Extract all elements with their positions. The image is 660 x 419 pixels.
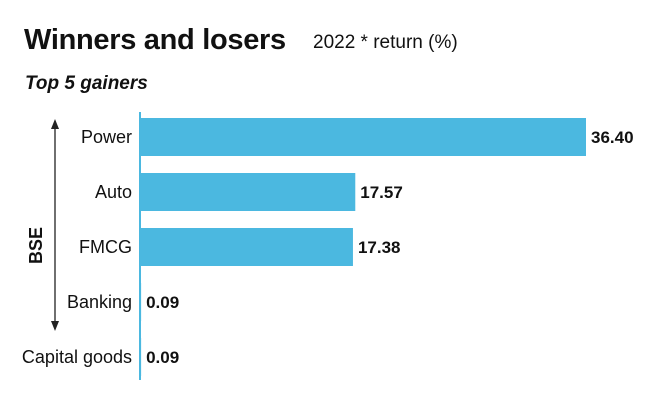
chart-title: Winners and losers — [24, 24, 286, 56]
value-label: 36.40 — [591, 128, 634, 147]
value-label: 17.57 — [360, 183, 403, 202]
bar-auto — [140, 173, 356, 211]
category-label: Capital goods — [22, 347, 132, 367]
bar-banking — [140, 283, 142, 321]
bar-power — [140, 118, 586, 156]
category-label: Auto — [95, 182, 132, 202]
category-label: FMCG — [79, 237, 132, 257]
bar-capital-goods — [140, 338, 142, 376]
side-arrow-up-head — [51, 119, 59, 129]
category-label: Power — [81, 127, 132, 147]
category-label: Banking — [67, 292, 132, 312]
value-label: 0.09 — [146, 293, 179, 312]
value-label: 0.09 — [146, 348, 179, 367]
bar-fmcg — [140, 228, 353, 266]
value-label: 17.38 — [358, 238, 401, 257]
section-label: Top 5 gainers — [25, 73, 148, 94]
side-arrow-down-head — [51, 321, 59, 331]
bars-group: Power 36.40 Auto 17.57 FMCG 17.38 Banking 0.09 C… — [22, 118, 634, 376]
chart-subtitle: 2022 * return (%) — [313, 32, 458, 53]
